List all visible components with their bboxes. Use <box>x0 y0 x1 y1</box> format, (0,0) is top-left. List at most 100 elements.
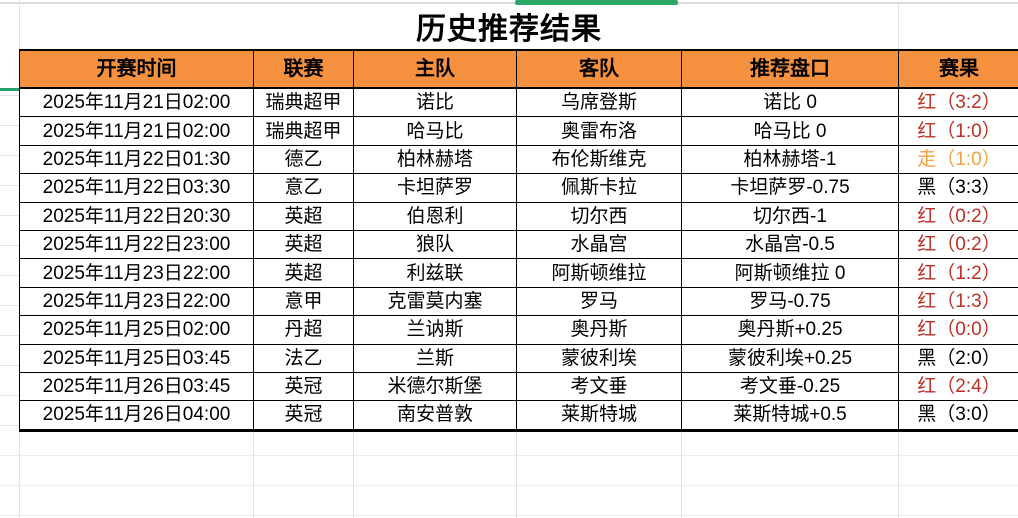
gridline <box>253 431 254 518</box>
cell-away[interactable]: 蒙彼利埃 <box>517 344 682 373</box>
cell-away[interactable]: 奥丹斯 <box>517 316 682 345</box>
row-marker <box>0 87 19 91</box>
header-league[interactable]: 联赛 <box>254 51 354 89</box>
cell-away[interactable]: 考文垂 <box>517 372 682 402</box>
cell-league[interactable]: 瑞典超甲 <box>254 89 354 118</box>
cell-away[interactable]: 水晶宫 <box>517 230 682 260</box>
cell-home[interactable]: 利兹联 <box>354 259 517 288</box>
gridline <box>0 215 19 216</box>
gridline <box>0 485 1018 486</box>
cell-time[interactable]: 2025年11月25日03:45 <box>20 344 254 373</box>
cell-home[interactable]: 卡坦萨罗 <box>354 174 517 203</box>
cell-handicap[interactable]: 切尔西-1 <box>682 202 899 231</box>
cell-result[interactable]: 黑（2:0） <box>899 345 1018 373</box>
cell-away[interactable]: 莱斯特城 <box>517 401 682 430</box>
cell-league[interactable]: 英超 <box>254 202 354 231</box>
cell-away[interactable]: 阿斯顿维拉 <box>517 259 682 288</box>
gridline <box>898 4 899 49</box>
cell-time[interactable]: 2025年11月25日02:00 <box>20 316 254 345</box>
gridline <box>353 431 354 518</box>
cell-handicap[interactable]: 阿斯顿维拉 0 <box>682 259 899 288</box>
cell-home[interactable]: 哈马比 <box>354 117 517 146</box>
cell-result[interactable]: 红（3:2） <box>899 89 1018 118</box>
gridline <box>0 515 1018 516</box>
cell-time[interactable]: 2025年11月22日20:30 <box>20 202 254 231</box>
cell-time[interactable]: 2025年11月21日02:00 <box>20 117 254 146</box>
gridline <box>0 395 19 396</box>
cell-time[interactable]: 2025年11月22日03:30 <box>20 174 254 203</box>
cell-league[interactable]: 英冠 <box>254 401 354 430</box>
cell-home[interactable]: 诺比 <box>354 89 517 118</box>
gridline <box>0 125 19 126</box>
cell-result[interactable]: 红（0:0） <box>899 316 1018 345</box>
cell-away[interactable]: 佩斯卡拉 <box>517 174 682 203</box>
cell-handicap[interactable]: 哈马比 0 <box>682 117 899 146</box>
gridline <box>0 335 19 336</box>
cell-league[interactable]: 德乙 <box>254 145 354 175</box>
cell-home[interactable]: 兰讷斯 <box>354 316 517 345</box>
header-handicap[interactable]: 推荐盘口 <box>682 51 899 89</box>
cell-handicap[interactable]: 罗马-0.75 <box>682 287 899 317</box>
header-result[interactable]: 赛果 <box>899 51 1018 89</box>
cell-league[interactable]: 英超 <box>254 230 354 260</box>
gridline <box>0 155 19 156</box>
cell-result[interactable]: 红（1:3） <box>899 288 1018 317</box>
cell-handicap[interactable]: 卡坦萨罗-0.75 <box>682 174 899 203</box>
header-time[interactable]: 开赛时间 <box>20 51 254 89</box>
cell-home[interactable]: 南安普敦 <box>354 401 517 430</box>
gridline <box>681 431 682 518</box>
gridline <box>0 455 1018 456</box>
cell-result[interactable]: 黑（3:0） <box>899 401 1018 430</box>
scroll-indicator[interactable] <box>515 0 678 5</box>
cell-home[interactable]: 伯恩利 <box>354 202 517 231</box>
gridline <box>0 245 19 246</box>
cell-home[interactable]: 兰斯 <box>354 344 517 373</box>
cell-league[interactable]: 丹超 <box>254 316 354 345</box>
cell-result[interactable]: 黑（3:3） <box>899 174 1018 203</box>
cell-handicap[interactable]: 水晶宫-0.5 <box>682 230 899 260</box>
cell-time[interactable]: 2025年11月21日02:00 <box>20 89 254 118</box>
cell-handicap[interactable]: 奥丹斯+0.25 <box>682 316 899 345</box>
cell-away[interactable]: 布伦斯维克 <box>517 145 682 175</box>
cell-result[interactable]: 红（0:2） <box>899 203 1018 231</box>
cell-away[interactable]: 奥雷布洛 <box>517 117 682 146</box>
cell-result[interactable]: 走（1:0） <box>899 146 1018 175</box>
cell-handicap[interactable]: 莱斯特城+0.5 <box>682 401 899 430</box>
cell-league[interactable]: 意乙 <box>254 174 354 203</box>
cell-result[interactable]: 红（2:4） <box>899 373 1018 402</box>
cell-result[interactable]: 红（1:0） <box>899 117 1018 146</box>
cell-home[interactable]: 米德尔斯堡 <box>354 372 517 402</box>
gridline <box>19 0 20 49</box>
cell-away[interactable]: 切尔西 <box>517 202 682 231</box>
cell-league[interactable]: 瑞典超甲 <box>254 117 354 146</box>
cell-time[interactable]: 2025年11月22日23:00 <box>20 230 254 260</box>
cell-time[interactable]: 2025年11月23日22:00 <box>20 259 254 288</box>
gridline <box>0 305 19 306</box>
cell-time[interactable]: 2025年11月22日01:30 <box>20 145 254 175</box>
cell-away[interactable]: 罗马 <box>517 287 682 317</box>
cell-league[interactable]: 英超 <box>254 259 354 288</box>
cell-away[interactable]: 乌席登斯 <box>517 89 682 118</box>
gridline <box>0 275 19 276</box>
cell-home[interactable]: 狼队 <box>354 230 517 260</box>
gridline <box>0 425 19 426</box>
cell-time[interactable]: 2025年11月26日03:45 <box>20 372 254 402</box>
cell-handicap[interactable]: 诺比 0 <box>682 89 899 118</box>
cell-result[interactable]: 红（0:2） <box>899 231 1018 260</box>
cell-handicap[interactable]: 考文垂-0.25 <box>682 372 899 402</box>
cell-league[interactable]: 意甲 <box>254 287 354 317</box>
gridline <box>0 365 19 366</box>
cell-handicap[interactable]: 柏林赫塔-1 <box>682 145 899 175</box>
cell-home[interactable]: 克雷莫内塞 <box>354 287 517 317</box>
cell-time[interactable]: 2025年11月23日22:00 <box>20 287 254 317</box>
header-away[interactable]: 客队 <box>517 51 682 89</box>
cell-handicap[interactable]: 蒙彼利埃+0.25 <box>682 344 899 373</box>
results-table: 开赛时间 联赛 主队 客队 推荐盘口 赛果 2025年11月21日02:00 瑞典… <box>19 49 1018 432</box>
cell-home[interactable]: 柏林赫塔 <box>354 145 517 175</box>
header-home[interactable]: 主队 <box>354 51 517 89</box>
cell-league[interactable]: 英冠 <box>254 372 354 402</box>
cell-league[interactable]: 法乙 <box>254 344 354 373</box>
cell-time[interactable]: 2025年11月26日04:00 <box>20 401 254 430</box>
cell-result[interactable]: 红（1:2） <box>899 259 1018 288</box>
